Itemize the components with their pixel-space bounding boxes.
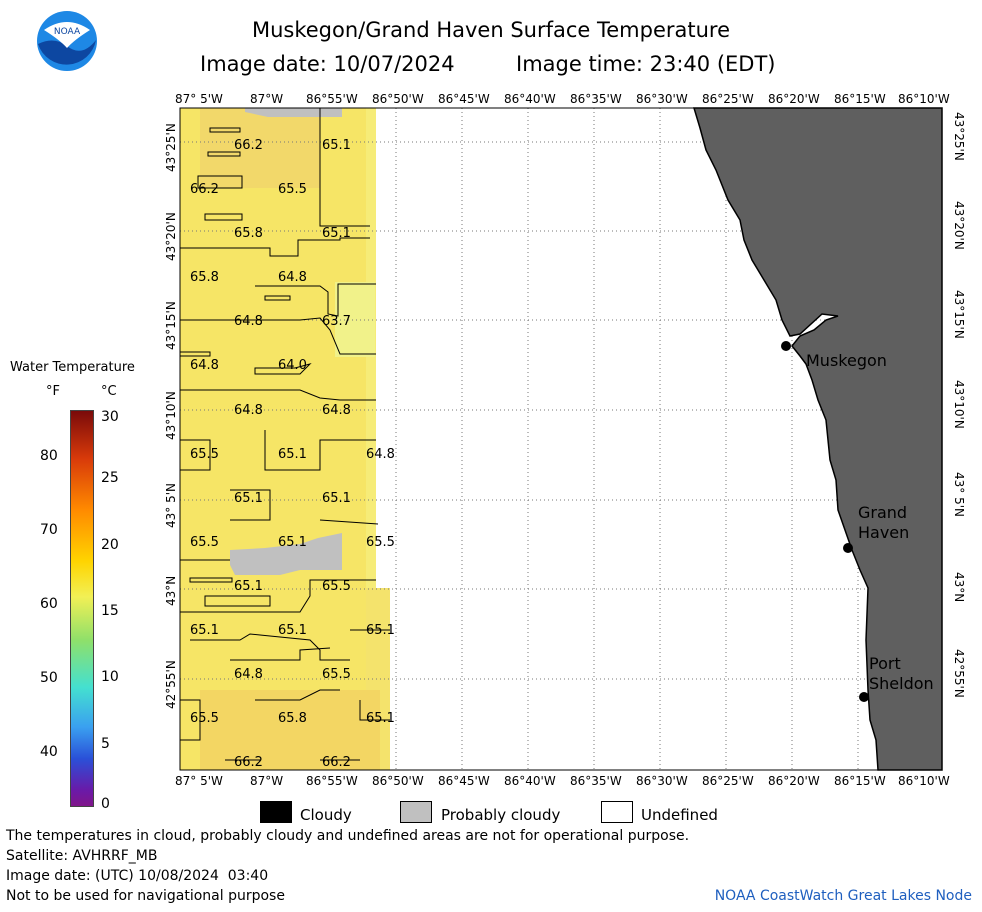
c-tick: 30: [101, 409, 119, 425]
footer-utc-date: Image date: (UTC) 10/08/2024 03:40: [6, 868, 269, 884]
legend-label-probably-cloudy: Probably cloudy: [441, 806, 561, 824]
footer-credit: NOAA CoastWatch Great Lakes Node: [714, 888, 972, 904]
lon-label: 86°45'W: [438, 92, 490, 106]
lon-label: 86°25'W: [702, 774, 754, 788]
graticule: [180, 108, 942, 770]
lon-labels-top: 87° 5'W 87°W 86°55'W 86°50'W 86°45'W 86°…: [0, 92, 982, 108]
c-tick: 10: [101, 669, 119, 685]
legend-label-undefined: Undefined: [641, 806, 718, 824]
lon-label: 86°40'W: [504, 92, 556, 106]
sst-raster: [180, 108, 366, 770]
lat-label: 43°10'N: [952, 380, 966, 429]
probably-cloudy-area: [245, 108, 342, 117]
city-marker-grand-haven: [843, 543, 853, 553]
image-time: Image time: 23:40 (EDT): [516, 52, 776, 76]
isotherms: [180, 108, 390, 761]
lat-label: 43° 5'N: [164, 483, 178, 528]
f-tick: 60: [40, 596, 58, 612]
lon-label: 86°35'W: [570, 774, 622, 788]
lat-label: 43°25'N: [952, 112, 966, 161]
lon-label: 86°50'W: [372, 92, 424, 106]
city-label-port-sheldon: Port Sheldon: [869, 654, 934, 693]
lon-label: 86°30'W: [636, 774, 688, 788]
lon-label: 86°35'W: [570, 92, 622, 106]
f-tick: 40: [40, 744, 58, 760]
lon-label: 86°40'W: [504, 774, 556, 788]
lon-label: 86°10'W: [898, 774, 950, 788]
f-tick: 50: [40, 670, 58, 686]
f-tick: 80: [40, 448, 58, 464]
legend-swatch-probably-cloudy: [400, 801, 432, 823]
legend-swatch-cloudy: [260, 801, 292, 823]
lon-label: 86°20'W: [768, 92, 820, 106]
image-date: Image date: 10/07/2024: [200, 52, 455, 76]
lat-label: 43°N: [164, 575, 178, 606]
lat-label: 43°20'N: [952, 201, 966, 250]
lat-label: 43°15'N: [952, 290, 966, 339]
city-label-muskegon: Muskegon: [806, 351, 887, 370]
legend-label-cloudy: Cloudy: [300, 806, 352, 824]
lat-label: 43°20'N: [164, 212, 178, 261]
lon-label: 86°20'W: [768, 774, 820, 788]
lon-label: 86°25'W: [702, 92, 754, 106]
lat-label: 43°N: [952, 572, 966, 603]
city-marker-port-sheldon: [859, 692, 869, 702]
lon-label: 86°50'W: [372, 774, 424, 788]
colorbar: [70, 410, 94, 807]
colorbar-unit-c: °C: [101, 384, 117, 399]
lat-label: 42°55'N: [164, 660, 178, 709]
lon-label: 87° 5'W: [175, 774, 223, 788]
city-marker-muskegon: [781, 341, 791, 351]
lat-label: 43°10'N: [164, 391, 178, 440]
map-frame: [179, 107, 943, 771]
sst-warm-band: [200, 108, 320, 188]
lon-label: 87°W: [250, 774, 284, 788]
c-tick: 15: [101, 603, 119, 619]
lon-label: 86°55'W: [306, 92, 358, 106]
lon-label: 87° 5'W: [175, 92, 223, 106]
lon-labels-bottom: 87° 5'W 87°W 86°55'W 86°50'W 86°45'W 86°…: [0, 774, 982, 790]
c-tick: 0: [101, 796, 110, 812]
colorbar-title: Water Temperature: [10, 360, 135, 375]
c-tick: 25: [101, 470, 119, 486]
probably-cloudy-area: [230, 533, 342, 575]
logo-text: NOAA: [54, 27, 81, 37]
f-tick: 70: [40, 522, 58, 538]
footer-satellite: Satellite: AVHRRF_MB: [6, 848, 158, 864]
land-michigan: [692, 107, 943, 771]
colorbar-unit-f: °F: [46, 384, 60, 399]
city-label-grand-haven: Grand Haven: [858, 503, 910, 542]
lon-label: 86°45'W: [438, 774, 490, 788]
c-tick: 5: [101, 736, 110, 752]
lon-label: 86°55'W: [306, 774, 358, 788]
lat-label: 42°55'N: [952, 649, 966, 698]
map-title: Muskegon/Grand Haven Surface Temperature: [251, 18, 731, 42]
lon-label: 86°30'W: [636, 92, 688, 106]
footer-disclaimer: The temperatures in cloud, probably clou…: [6, 828, 690, 844]
lon-label: 86°15'W: [834, 774, 886, 788]
lon-label: 87°W: [250, 92, 284, 106]
lat-label: 43° 5'N: [952, 472, 966, 517]
legend-swatch-undefined: [601, 801, 633, 823]
noaa-logo: NOAA: [36, 10, 98, 72]
lat-label: 43°25'N: [164, 123, 178, 172]
lat-label: 43°15'N: [164, 301, 178, 350]
c-tick: 20: [101, 537, 119, 553]
sst-warm-south: [200, 690, 380, 770]
lon-label: 86°10'W: [898, 92, 950, 106]
lon-label: 86°15'W: [834, 92, 886, 106]
footer-nav-warning: Not to be used for navigational purpose: [6, 888, 285, 904]
